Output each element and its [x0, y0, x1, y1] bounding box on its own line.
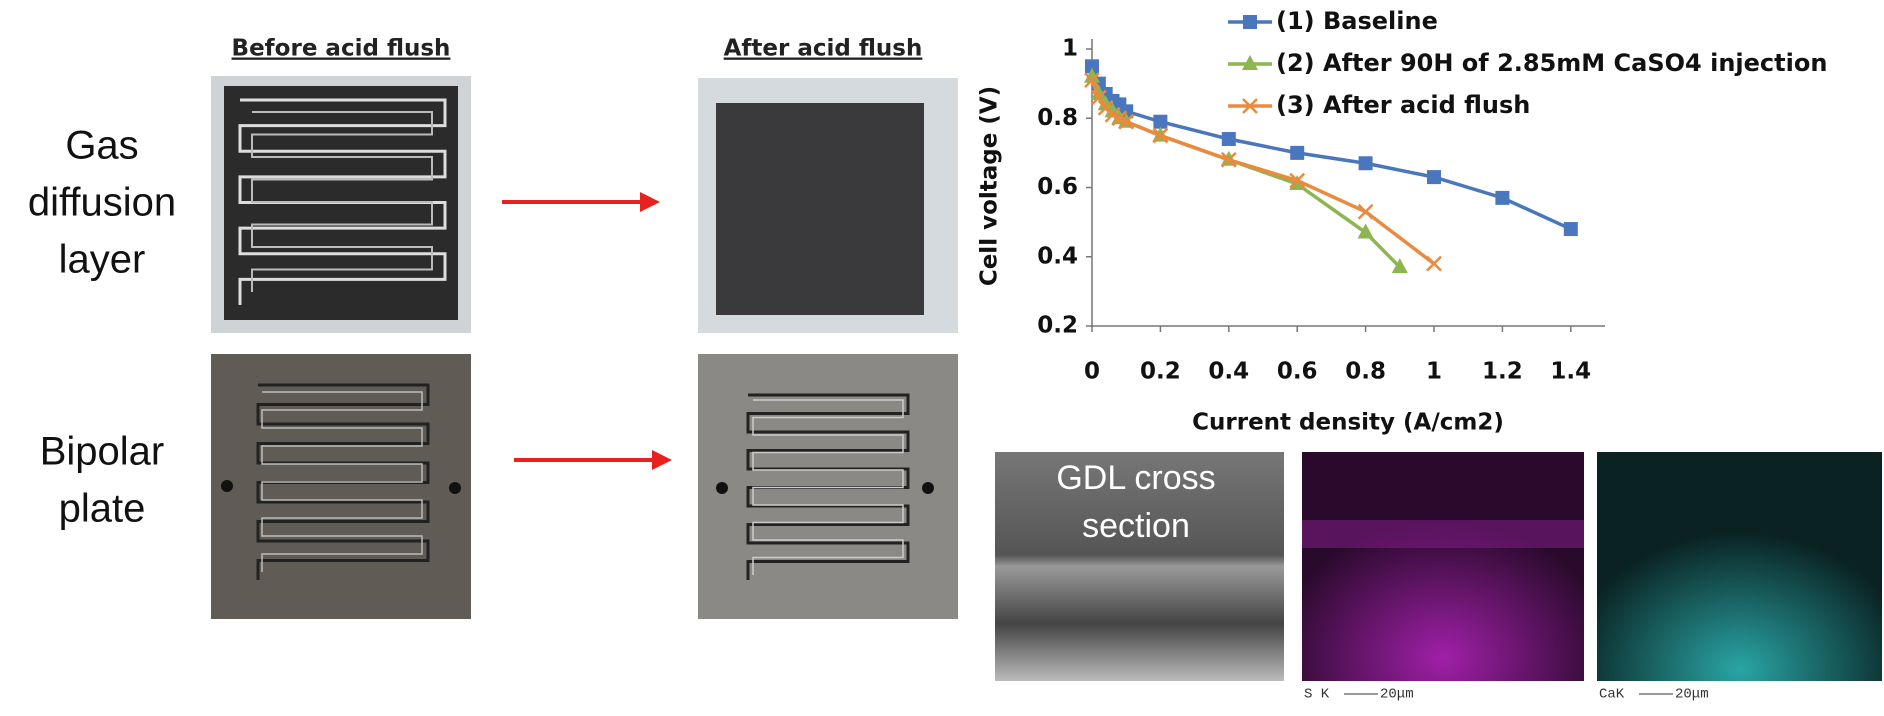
channel [261, 391, 423, 572]
header: Before acid flush [232, 36, 451, 62]
hole [716, 482, 728, 494]
marker [1090, 89, 1107, 106]
x-tick-label: 0.8 [1345, 359, 1386, 385]
marker [1358, 156, 1373, 171]
legend-label: (2) After 90H of 2.85mM CaSO4 injection [1276, 49, 1827, 77]
marker [1118, 113, 1135, 130]
scale-label: 20μm [1675, 687, 1709, 703]
ca-map [1597, 452, 1882, 681]
marker [1357, 223, 1374, 239]
row-label: Bipolar [40, 430, 165, 474]
legend-label: (3) After acid flush [1276, 91, 1530, 119]
y-tick-label: 1 [1062, 36, 1078, 62]
sem-image [995, 452, 1284, 681]
marker [1152, 127, 1169, 144]
row-label: diffusion [28, 181, 176, 225]
channel [256, 383, 430, 580]
x-tick-label: 1 [1426, 359, 1442, 385]
channel [746, 393, 910, 580]
marker [1495, 190, 1510, 205]
y-tick-label: 0.8 [1037, 105, 1078, 131]
arrow-head [640, 192, 660, 212]
arrow-head [652, 450, 672, 470]
marker [1563, 222, 1578, 237]
header: After acid flush [724, 36, 923, 62]
s-map [1302, 452, 1584, 681]
marker [1085, 59, 1099, 74]
x-tick-label: 0.4 [1208, 359, 1249, 385]
marker [1357, 203, 1374, 220]
caption: section [1082, 507, 1190, 545]
x-tick-label: 0.6 [1277, 359, 1318, 385]
x-tick-label: 0 [1084, 359, 1100, 385]
row-label: layer [59, 238, 146, 282]
row-label: plate [59, 487, 146, 531]
legend-marker [1242, 98, 1258, 114]
hole [221, 480, 233, 492]
marker [1220, 151, 1237, 168]
gdl-after [716, 103, 924, 315]
s-band [1302, 520, 1584, 548]
legend-marker [1242, 55, 1258, 70]
marker [1104, 102, 1121, 118]
marker [1084, 67, 1100, 83]
y-tick-label: 0.2 [1037, 313, 1078, 339]
marker [1221, 132, 1236, 147]
map-label: S K [1304, 687, 1330, 703]
marker [1153, 114, 1168, 129]
hole [449, 482, 461, 494]
y-axis-label: Cell voltage (V) [977, 86, 1003, 286]
x-axis-label: Current density (A/cm2) [1192, 410, 1504, 436]
marker [1426, 255, 1442, 272]
marker [1427, 170, 1441, 185]
y-tick-label: 0.6 [1037, 174, 1078, 200]
plate-before [211, 354, 471, 619]
scale-label: 20μm [1380, 687, 1414, 703]
legend-label: (1) Baseline [1276, 7, 1438, 35]
marker [1090, 85, 1107, 101]
channel [752, 399, 904, 575]
marker [1290, 145, 1305, 160]
x-tick-label: 1.4 [1550, 359, 1591, 385]
channel [238, 98, 447, 305]
x-tick-label: 1.2 [1482, 359, 1523, 385]
marker [1084, 72, 1100, 89]
marker [1391, 258, 1408, 274]
channel [251, 111, 433, 292]
row-label: Gas [65, 124, 138, 168]
x-tick-label: 0.2 [1140, 359, 1181, 385]
map-label: CaK [1599, 687, 1625, 703]
y-tick-label: 0.4 [1037, 243, 1078, 269]
marker [1289, 172, 1306, 189]
legend-marker [1243, 15, 1257, 29]
arrows [502, 192, 672, 470]
caption: GDL cross [1056, 459, 1215, 497]
hole [922, 482, 934, 494]
